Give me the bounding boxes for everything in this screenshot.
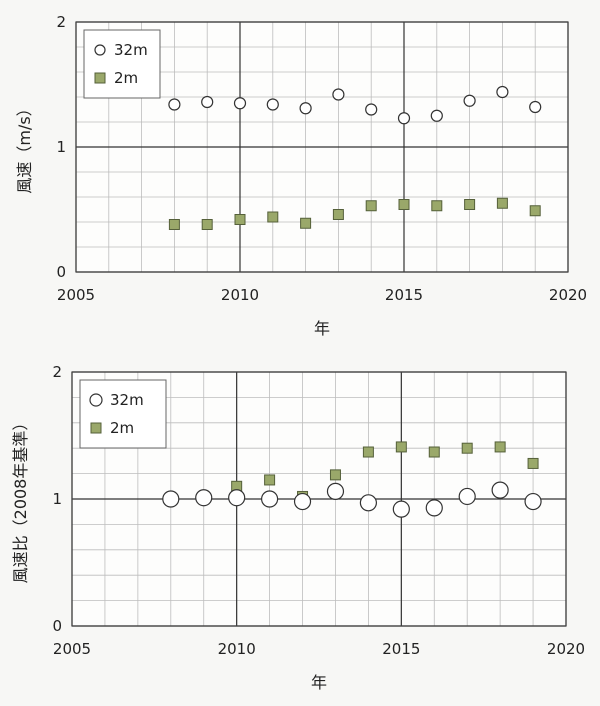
x-tick-label: 2015 [382,640,420,658]
y-tick-label: 0 [56,263,66,281]
x-tick-label: 2020 [547,640,585,658]
y-tick-label: 2 [56,13,66,31]
data-point-2m-2013 [329,469,341,481]
data-point-32m-2009 [201,95,214,109]
y-tick-label: 2 [52,363,62,381]
data-point-2m-2011 [264,474,276,486]
legend-label-2m: 2m [114,69,138,87]
data-point-2m-2016 [428,446,440,458]
data-point-32m-2013 [326,482,345,500]
x-axis-label: 年 [314,319,330,338]
x-tick-label: 2010 [218,640,256,658]
data-point-2m-2017 [464,199,476,210]
data-point-32m-2014 [359,494,377,512]
chart-wind-speed-ratio: 0 1 2 2005 2010 2015 2020 年 風速比（2008年基準） 32m … [11,363,585,692]
data-point-2m-2018 [494,441,506,453]
data-point-2m-2018 [496,197,508,209]
x-tick-label: 2010 [221,286,259,304]
data-point-2m-2014 [365,200,377,212]
y-tick-label: 1 [56,138,66,156]
data-point-32m-2017 [458,487,476,506]
x-tick-label: 2005 [57,286,95,304]
x-tick-label: 2015 [385,286,423,304]
legend-label-32m: 32m [110,391,144,409]
data-point-32m-2010 [233,97,247,110]
y-axis-label: 風速比（2008年基準） [11,415,30,584]
data-point-32m-2019 [529,100,542,114]
data-point-2m-2019 [529,205,541,217]
data-point-32m-2008 [162,490,180,508]
data-point-2m-2015 [395,441,407,453]
chart-wind-speed: 0 1 2 2005 2010 2015 2020 年 風速（m/s） 32m 2m [15,13,587,338]
data-point-2m-2011 [267,211,279,223]
data-point-32m-2016 [425,499,443,517]
data-point-32m-2018 [496,85,509,99]
data-point-2m-2017 [461,442,473,454]
y-axis-label: 風速（m/s） [15,100,34,193]
data-point-32m-2010 [228,489,246,507]
plot-frame [71,371,567,627]
data-point-32m-2014 [365,103,378,116]
legend-label-2m: 2m [110,419,134,437]
data-point-32m-2008 [168,98,181,111]
x-tick-label: 2020 [549,286,587,304]
data-point-2m-2009 [201,219,213,230]
legend-marker-2m [94,72,106,84]
legend: 32m 2m [83,29,161,99]
data-point-32m-2018 [491,481,509,499]
data-point-2m-2008 [168,219,180,230]
data-point-32m-2012 [293,492,312,511]
data-point-32m-2012 [299,102,312,115]
data-point-32m-2013 [332,88,345,101]
data-point-32m-2017 [463,94,476,107]
data-point-32m-2015 [392,500,410,518]
legend-marker-32m [94,44,106,56]
data-point-32m-2009 [195,489,213,507]
data-point-32m-2011 [266,98,279,111]
data-point-32m-2019 [524,492,542,511]
data-point-2m-2019 [527,457,539,469]
data-point-2m-2014 [362,446,374,458]
data-point-2m-2013 [332,209,344,220]
data-point-2m-2010 [234,214,246,225]
data-point-2m-2015 [398,199,410,210]
legend-marker-2m [90,422,102,434]
data-point-2m-2016 [431,200,443,212]
x-axis-label: 年 [311,673,327,692]
data-point-32m-2011 [261,490,279,508]
x-tick-label: 2005 [53,640,91,658]
y-tick-label: 0 [52,617,62,635]
legend-marker-32m [89,393,103,407]
legend: 32m 2m [79,379,167,449]
data-point-2m-2012 [300,217,312,229]
data-point-32m-2016 [430,109,443,122]
plot-frame [75,21,569,273]
legend-label-32m: 32m [114,41,148,59]
data-point-32m-2015 [397,112,411,125]
y-tick-label: 1 [52,490,62,508]
